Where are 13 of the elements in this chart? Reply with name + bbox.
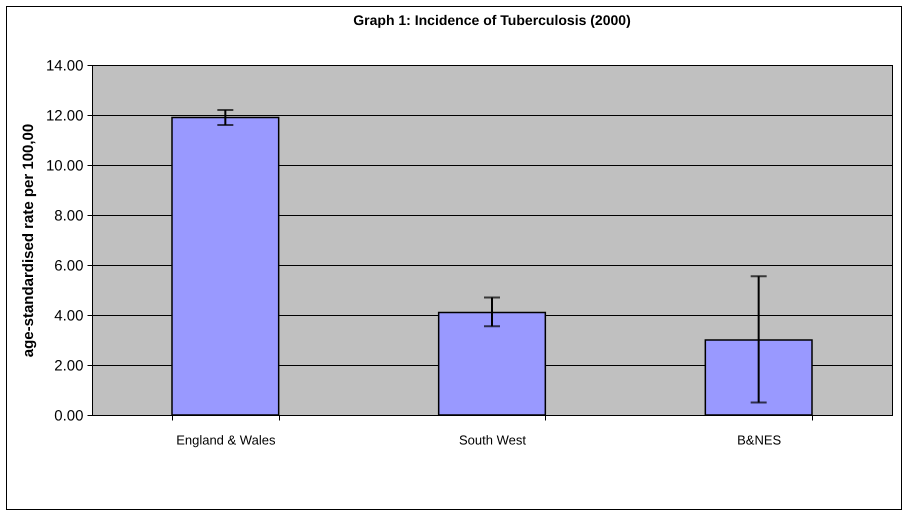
y-axis-title: age-standardised rate per 100,00 (20, 124, 37, 358)
x-tick-label: England & Wales (176, 432, 276, 448)
y-tick-label: 6.00 (54, 258, 84, 274)
chart-title: Graph 1: Incidence of Tuberculosis (2000) (353, 12, 631, 28)
y-tick-label: 10.00 (46, 158, 84, 174)
y-tick-label: 12.00 (46, 108, 84, 124)
y-tick-label: 4.00 (54, 308, 84, 324)
y-tick-label: 0.00 (54, 408, 84, 424)
x-tick-label: B&NES (737, 432, 782, 448)
y-tick-label: 14.00 (46, 58, 84, 74)
y-tick-label: 8.00 (54, 208, 84, 224)
x-tick-label: South West (459, 432, 526, 448)
y-tick-label: 2.00 (54, 358, 84, 374)
